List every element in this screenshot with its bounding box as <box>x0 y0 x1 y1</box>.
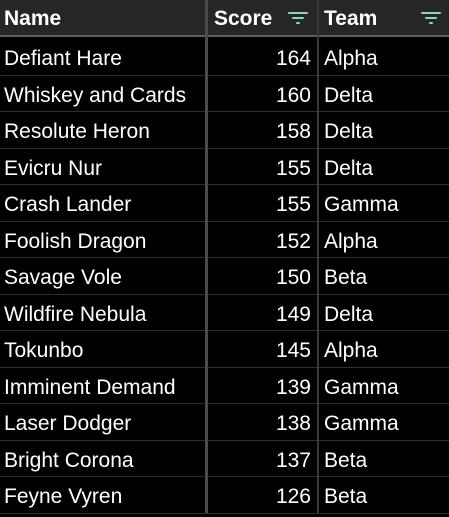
team-cell: Gamma <box>324 193 399 216</box>
table-row[interactable]: Feyne Vyren 126 Beta <box>0 477 449 514</box>
column-divider[interactable] <box>205 0 208 513</box>
score-cell: 138 <box>275 412 311 435</box>
score-cell: 145 <box>275 339 311 362</box>
name-cell: Defiant Hare <box>4 47 122 70</box>
score-cell: 160 <box>275 83 311 107</box>
column-header-team[interactable]: Team <box>324 7 378 30</box>
team-cell: Delta <box>324 302 374 326</box>
score-filter-icon[interactable] <box>288 9 310 27</box>
score-cell: 155 <box>275 156 311 180</box>
table-row[interactable]: Crash Lander 155 Gamma <box>0 185 449 222</box>
team-cell: Alpha <box>324 339 378 362</box>
name-cell: Savage Vole <box>4 266 122 289</box>
team-filter-icon[interactable] <box>421 9 443 27</box>
table-row[interactable]: Wildfire Nebula 149 Delta <box>0 295 449 331</box>
table-row[interactable]: Laser Dodger 138 Gamma <box>0 404 449 441</box>
column-divider[interactable] <box>317 0 319 513</box>
table-row[interactable]: Resolute Heron 158 Delta <box>0 112 449 149</box>
name-cell: Evicru Nur <box>4 156 103 180</box>
table-body: Defiant Hare 164 Alpha Whiskey and Cards… <box>0 39 449 514</box>
column-header-score[interactable]: Score <box>214 7 273 30</box>
team-cell: Beta <box>324 485 368 508</box>
table-row[interactable]: Tokunbo 145 Alpha <box>0 331 449 368</box>
table-row[interactable]: Evicru Nur 155 Delta <box>0 149 449 185</box>
name-cell: Tokunbo <box>4 339 84 362</box>
column-header-name[interactable]: Name <box>4 7 62 30</box>
table-row[interactable]: Savage Vole 150 Beta <box>0 258 449 295</box>
team-cell: Alpha <box>324 47 378 70</box>
table-row[interactable]: Foolish Dragon 152 Alpha <box>0 222 449 258</box>
name-cell: Crash Lander <box>4 193 132 216</box>
team-cell: Beta <box>324 266 368 289</box>
team-cell: Beta <box>324 448 368 472</box>
score-cell: 139 <box>275 375 311 399</box>
score-cell: 137 <box>275 448 311 472</box>
team-cell: Delta <box>324 156 374 180</box>
table-header: Name Score Team <box>0 0 449 37</box>
team-cell: Gamma <box>324 412 399 435</box>
table-row[interactable]: Defiant Hare 164 Alpha <box>0 39 449 76</box>
name-cell: Foolish Dragon <box>4 229 147 253</box>
score-cell: 150 <box>275 266 311 289</box>
team-cell: Gamma <box>324 375 399 399</box>
name-cell: Bright Corona <box>4 448 134 472</box>
score-cell: 152 <box>275 229 311 253</box>
team-cell: Alpha <box>324 229 378 253</box>
table-row[interactable]: Imminent Demand 139 Gamma <box>0 368 449 404</box>
name-cell: Resolute Heron <box>4 120 150 143</box>
team-cell: Delta <box>324 120 374 143</box>
name-cell: Wildfire Nebula <box>4 302 147 326</box>
score-cell: 155 <box>275 193 311 216</box>
name-cell: Feyne Vyren <box>4 485 123 508</box>
score-cell: 126 <box>275 485 311 508</box>
table-row[interactable]: Bright Corona 137 Beta <box>0 441 449 477</box>
score-cell: 164 <box>275 47 311 70</box>
team-cell: Delta <box>324 83 374 107</box>
name-cell: Whiskey and Cards <box>4 83 187 107</box>
score-cell: 158 <box>275 120 311 143</box>
table-row[interactable]: Whiskey and Cards 160 Delta <box>0 76 449 112</box>
name-cell: Imminent Demand <box>4 375 176 399</box>
score-cell: 149 <box>275 302 311 326</box>
name-cell: Laser Dodger <box>4 412 132 435</box>
